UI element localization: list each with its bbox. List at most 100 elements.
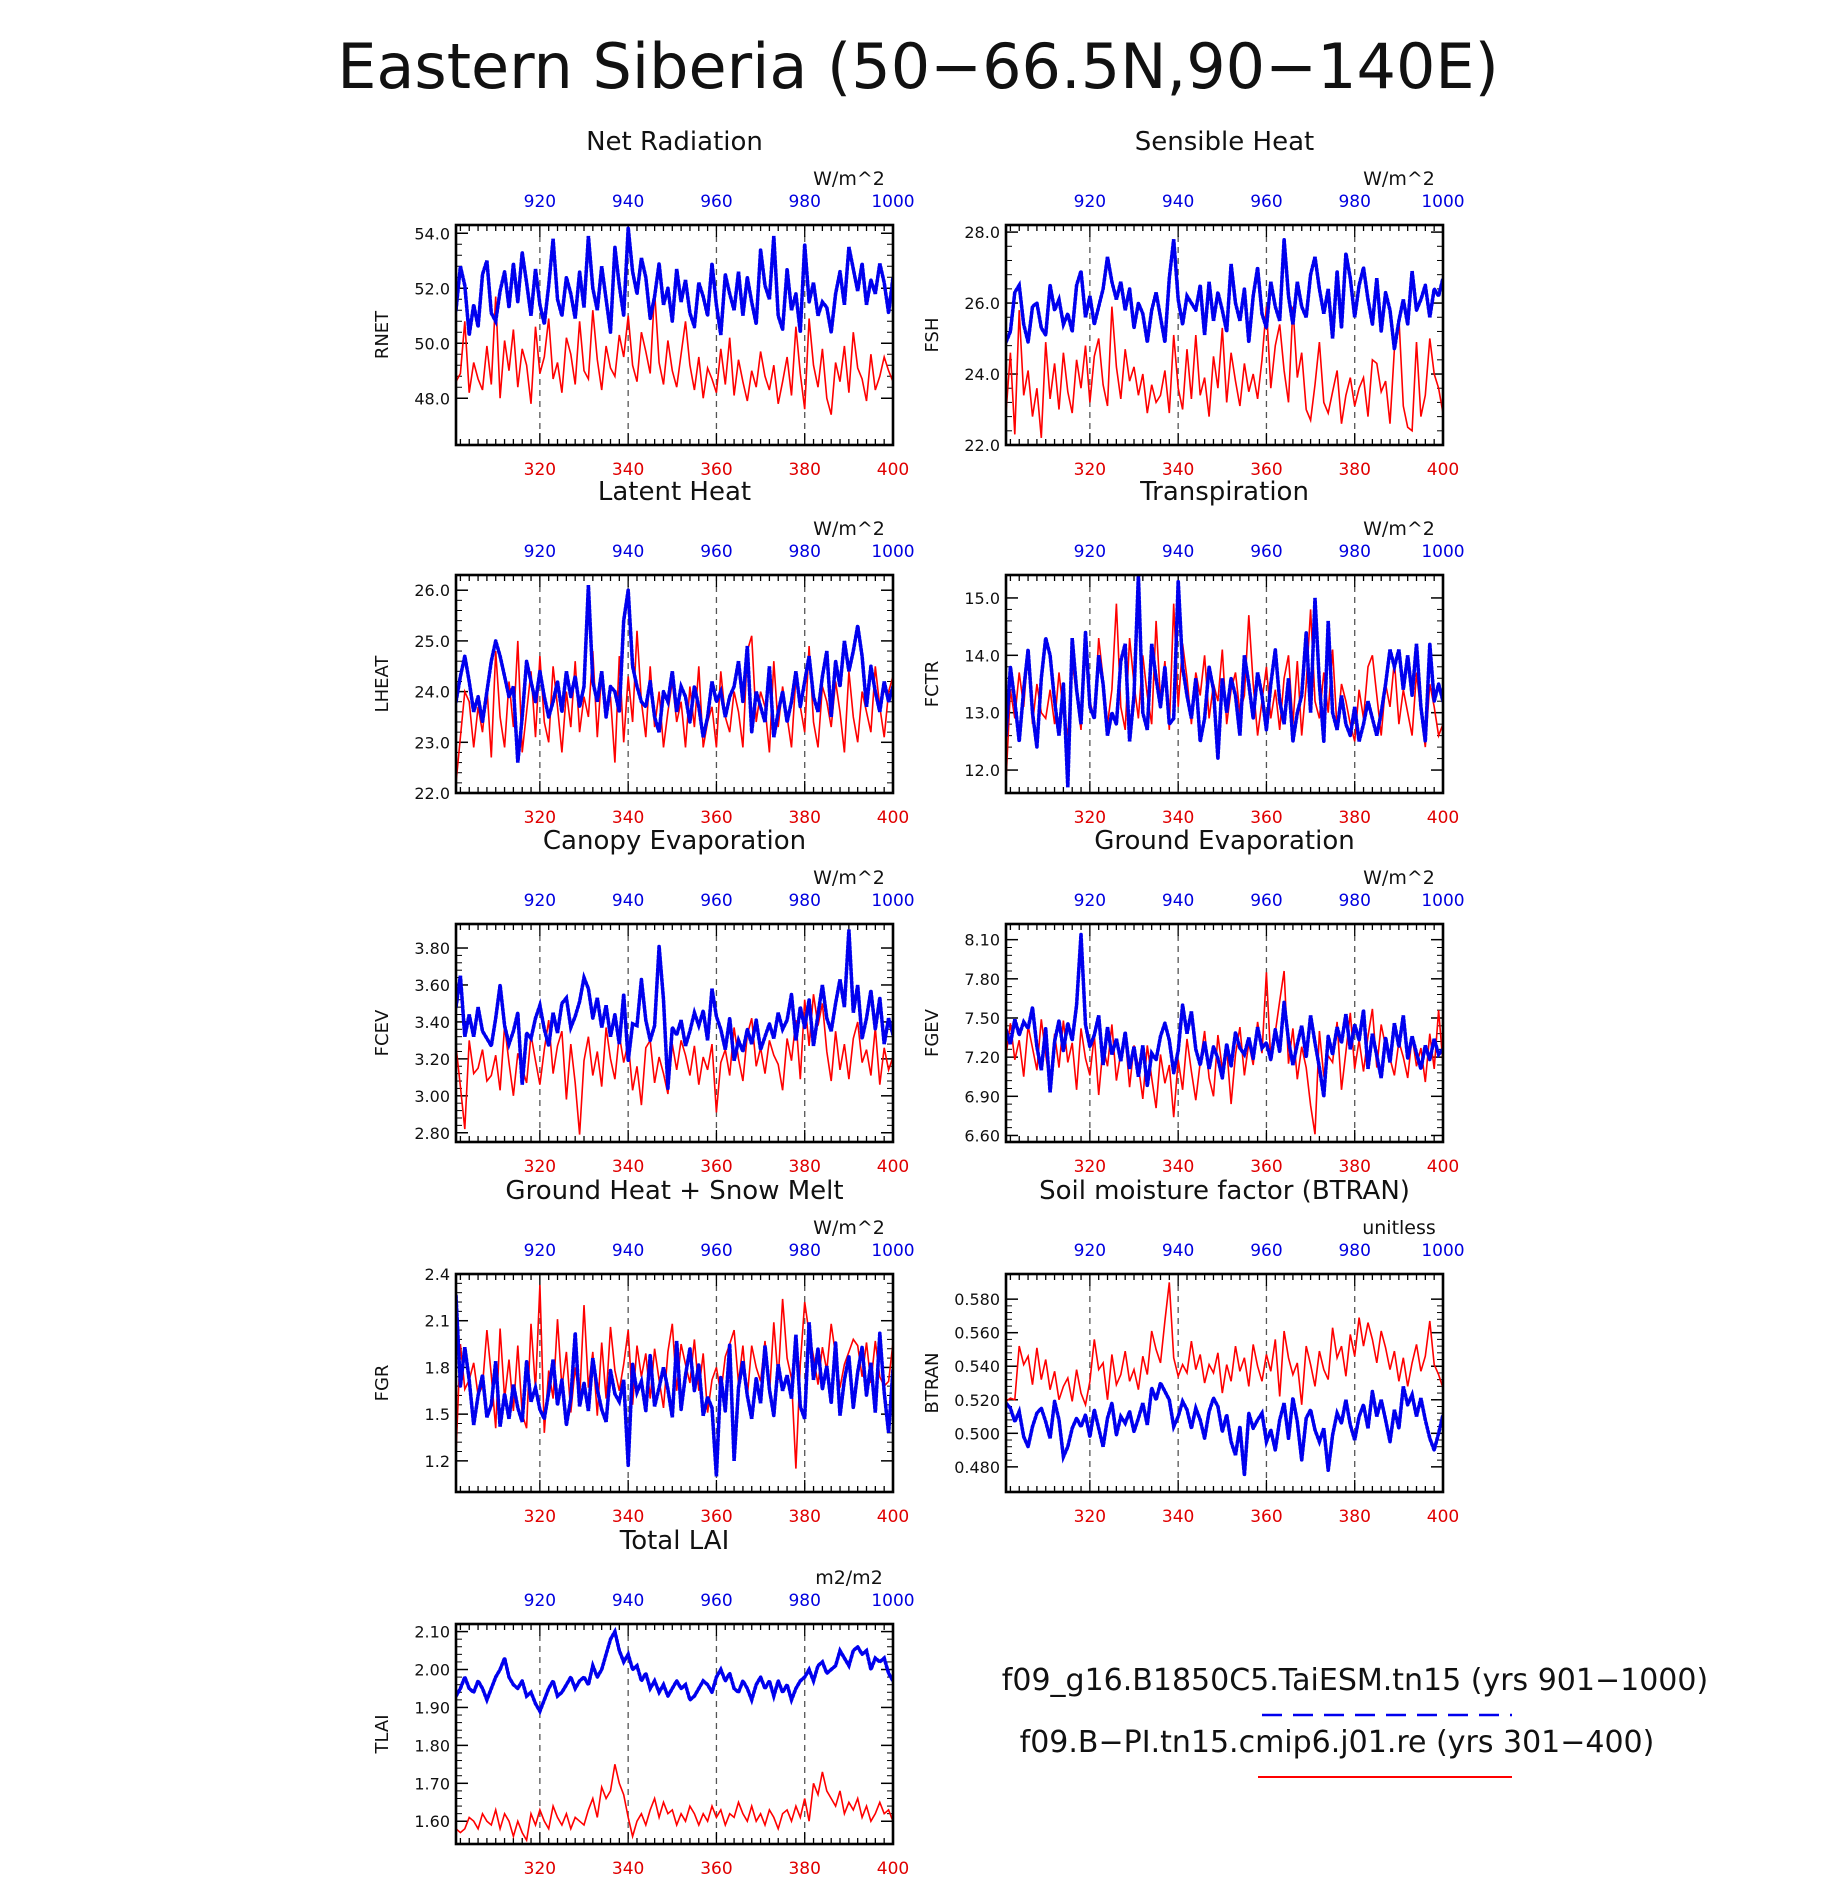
y-axis-label: TLAI [372, 1714, 393, 1754]
series-taiesm-line [1006, 238, 1443, 350]
y-tick-label: 0.540 [954, 1357, 1000, 1376]
plot-frame [454, 1622, 895, 1846]
panel-tlai: Total LAI m2/m2 TLAI 1.60 1.70 1.80 1.90 2.00 2.… [372, 1526, 915, 1879]
legend: f09_g16.B1850C5.TaiESM.tn15 (yrs 901−100… [1002, 1663, 1708, 1778]
y-tick-label: 54.0 [414, 224, 450, 243]
y-tick-label: 28.0 [964, 223, 1000, 242]
x-tick-label-top: 1000 [1421, 542, 1464, 562]
x-tick-label-top: 980 [1338, 192, 1370, 212]
y-tick-label: 7.20 [964, 1048, 1000, 1067]
x-tick-label-bottom: 360 [700, 1157, 732, 1177]
x-tick-label-top: 1000 [871, 192, 914, 212]
y-tick-label: 2.1 [425, 1312, 450, 1331]
panel-title: Latent Heat [598, 477, 751, 507]
panel-title: Total LAI [619, 1526, 730, 1556]
x-tick-label-top: 920 [524, 1591, 556, 1611]
y-tick-label: 22.0 [414, 784, 450, 803]
x-tick-label-bottom: 340 [1162, 808, 1194, 828]
x-tick-label-bottom: 360 [1250, 1157, 1282, 1177]
y-tick-label: 15.0 [964, 589, 1000, 608]
x-tick-label-top: 1000 [1421, 891, 1464, 911]
x-tick-label-top: 980 [1338, 1241, 1370, 1261]
x-tick-label-bottom: 340 [612, 808, 644, 828]
plot-frame [454, 223, 895, 447]
y-tick-label: 1.5 [425, 1405, 450, 1424]
x-tick-label-bottom: 400 [877, 1157, 909, 1177]
x-tick-label-bottom: 380 [1338, 808, 1370, 828]
x-tick-label-bottom: 320 [1074, 460, 1106, 480]
x-tick-label-bottom: 380 [788, 1507, 820, 1527]
y-tick-label: 6.90 [964, 1087, 1000, 1106]
series-taiesm-line [456, 1626, 893, 1716]
x-tick-label-bottom: 360 [700, 460, 732, 480]
x-tick-label-bottom: 400 [877, 460, 909, 480]
y-tick-label: 0.560 [954, 1324, 1000, 1343]
y-tick-label: 2.4 [425, 1265, 450, 1284]
x-tick-label-bottom: 380 [788, 808, 820, 828]
y-axis-label: BTRAN [922, 1353, 943, 1414]
units-label: W/m^2 [813, 867, 885, 889]
y-tick-label: 3.60 [414, 976, 450, 995]
plot-frame [1004, 922, 1445, 1144]
x-tick-label-top: 940 [612, 542, 644, 562]
x-tick-label-bottom: 360 [1250, 460, 1282, 480]
series-taiesm-line [1006, 1378, 1443, 1476]
series-pi-line [456, 1764, 893, 1843]
y-tick-label: 24.0 [414, 683, 450, 702]
units-label: W/m^2 [813, 168, 885, 190]
series-pi-line [456, 290, 893, 415]
y-tick-label: 1.60 [414, 1812, 450, 1831]
x-tick-label-top: 980 [788, 1591, 820, 1611]
x-tick-label-bottom: 340 [1162, 1157, 1194, 1177]
series-pi-line [1006, 1282, 1443, 1408]
x-tick-label-bottom: 320 [524, 1157, 556, 1177]
x-tick-label-top: 960 [700, 192, 732, 212]
units-label: m2/m2 [815, 1567, 883, 1589]
y-tick-label: 1.80 [414, 1736, 450, 1755]
y-tick-label: 22.0 [964, 436, 1000, 455]
x-tick-label-top: 940 [612, 1241, 644, 1261]
x-tick-label-bottom: 340 [612, 1157, 644, 1177]
series-pi-line [456, 994, 893, 1135]
y-tick-label: 3.40 [414, 1013, 450, 1032]
x-tick-label-top: 980 [1338, 542, 1370, 562]
y-tick-label: 0.500 [954, 1424, 1000, 1443]
series-taiesm-line [1006, 934, 1443, 1097]
y-tick-label: 25.0 [414, 632, 450, 651]
x-tick-label-bottom: 380 [1338, 1157, 1370, 1177]
panel-fsh: Sensible Heat W/m^2 FSH 22.0 24.0 26.0 28.0 320… [922, 127, 1465, 480]
x-tick-label-top: 940 [612, 192, 644, 212]
units-label: W/m^2 [813, 1217, 885, 1239]
panel-title: Transpiration [1139, 477, 1309, 507]
x-tick-label-bottom: 320 [524, 808, 556, 828]
panel-rnet: Net Radiation W/m^2 RNET 48.0 50.0 52.0 54.0 32… [372, 127, 915, 480]
y-axis-label: FGEV [922, 1008, 943, 1057]
y-tick-label: 2.00 [414, 1661, 450, 1680]
x-tick-label-bottom: 380 [788, 1157, 820, 1177]
x-tick-label-bottom: 400 [1427, 1507, 1459, 1527]
series-taiesm-line [456, 1294, 893, 1477]
x-tick-label-bottom: 340 [612, 1859, 644, 1879]
x-tick-label-bottom: 360 [700, 1507, 732, 1527]
x-tick-label-bottom: 400 [1427, 808, 1459, 828]
y-tick-label: 26.0 [414, 581, 450, 600]
x-tick-label-top: 940 [612, 1591, 644, 1611]
units-label: unitless [1362, 1217, 1436, 1239]
x-tick-label-bottom: 360 [1250, 808, 1282, 828]
legend-blue-label: f09_g16.B1850C5.TaiESM.tn15 (yrs 901−100… [1002, 1663, 1708, 1698]
x-tick-label-top: 920 [1074, 192, 1106, 212]
panel-fctr: Transpiration W/m^2 FCTR 12.0 13.0 14.0 15.0 32… [922, 477, 1465, 828]
y-tick-label: 3.00 [414, 1087, 450, 1106]
x-tick-label-top: 960 [700, 542, 732, 562]
x-tick-label-bottom: 320 [1074, 1157, 1106, 1177]
y-tick-label: 0.480 [954, 1458, 1000, 1477]
y-tick-label: 6.60 [964, 1126, 1000, 1145]
legend-red-label: f09.B−PI.tn15.cmip6.j01.re (yrs 301−400) [1020, 1725, 1655, 1760]
x-tick-label-bottom: 340 [1162, 1507, 1194, 1527]
units-label: W/m^2 [1363, 867, 1435, 889]
x-tick-label-bottom: 320 [524, 1859, 556, 1879]
y-tick-label: 13.0 [964, 704, 1000, 723]
panel-title: Ground Heat + Snow Melt [505, 1176, 843, 1206]
series-taiesm-line [456, 929, 893, 1089]
panel-title: Soil moisture factor (BTRAN) [1039, 1176, 1410, 1206]
